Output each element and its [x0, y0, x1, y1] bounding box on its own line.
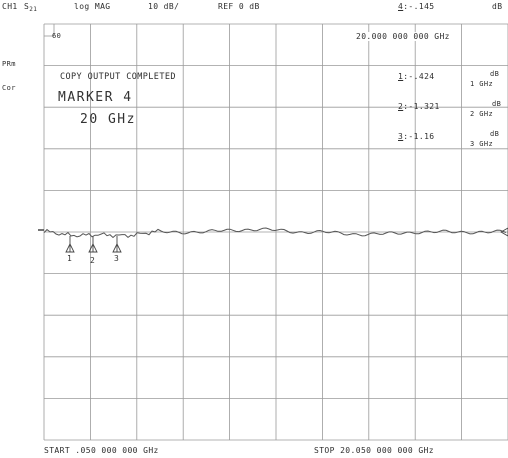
- active-marker-readout: 4:-.145: [398, 2, 435, 11]
- marker-list-number: 3: [398, 132, 404, 141]
- parameter-label: S21: [24, 2, 37, 13]
- active-marker-value: :-.145: [403, 2, 435, 11]
- parameter-name: S: [24, 2, 30, 11]
- trace-marker-3[interactable]: 3: [112, 236, 122, 263]
- active-marker-unit: dB: [492, 2, 503, 11]
- marker-list-value-1: 1:-.424: [398, 72, 435, 81]
- marker-list-value: :-.424: [403, 72, 435, 81]
- grid-box-label: 60: [52, 32, 62, 40]
- scale-label: 10 dB/: [148, 2, 180, 11]
- copy-status-message: COPY OUTPUT COMPLETED: [60, 72, 176, 82]
- trace-marker-1[interactable]: 1: [65, 236, 75, 263]
- marker-number: 3: [114, 254, 119, 263]
- marker-list-value: :-1.16: [403, 132, 435, 141]
- graticule: [43, 23, 508, 441]
- marker-number: 1: [67, 254, 72, 263]
- stop-frequency: STOP 20.050 000 000 GHz: [314, 446, 434, 455]
- marker-list-value-3: 3:-1.16: [398, 132, 435, 141]
- marker-list-freq-1: 1 GHz: [470, 80, 494, 88]
- reference-label: REF 0 dB: [218, 2, 260, 11]
- trace-marker-2[interactable]: 2: [88, 236, 98, 265]
- marker-list-unit-2: dB: [492, 100, 502, 108]
- measurement-trace: [43, 227, 507, 239]
- marker-title: MARKER 4: [58, 90, 133, 105]
- channel-label: CH1: [2, 2, 18, 11]
- marker-list-unit-1: dB: [490, 70, 500, 78]
- marker-list-value-2: 2:-1.321: [398, 102, 440, 111]
- marker-list-freq-2: 2 GHz: [470, 110, 494, 118]
- active-marker-frequency: 20.000 000 000 GHz: [356, 32, 452, 41]
- start-frequency: START .050 000 000 GHz: [44, 446, 159, 455]
- parameter-subscript: 21: [29, 6, 38, 13]
- active-marker-4[interactable]: [500, 227, 508, 237]
- marker-frequency: 20 GHz: [80, 112, 136, 127]
- prm-annotation: PRm: [2, 60, 16, 68]
- marker-number: 2: [90, 256, 95, 265]
- cor-annotation: Cor: [2, 84, 16, 92]
- marker-list-number: 1: [398, 72, 404, 81]
- marker-list-number: 2: [398, 102, 404, 111]
- marker-list-value: :-1.321: [403, 102, 440, 111]
- marker-list-freq-3: 3 GHz: [470, 140, 494, 148]
- format-label: log MAG: [74, 2, 111, 11]
- active-marker-number: 4: [398, 2, 404, 11]
- marker-list-unit-3: dB: [490, 130, 500, 138]
